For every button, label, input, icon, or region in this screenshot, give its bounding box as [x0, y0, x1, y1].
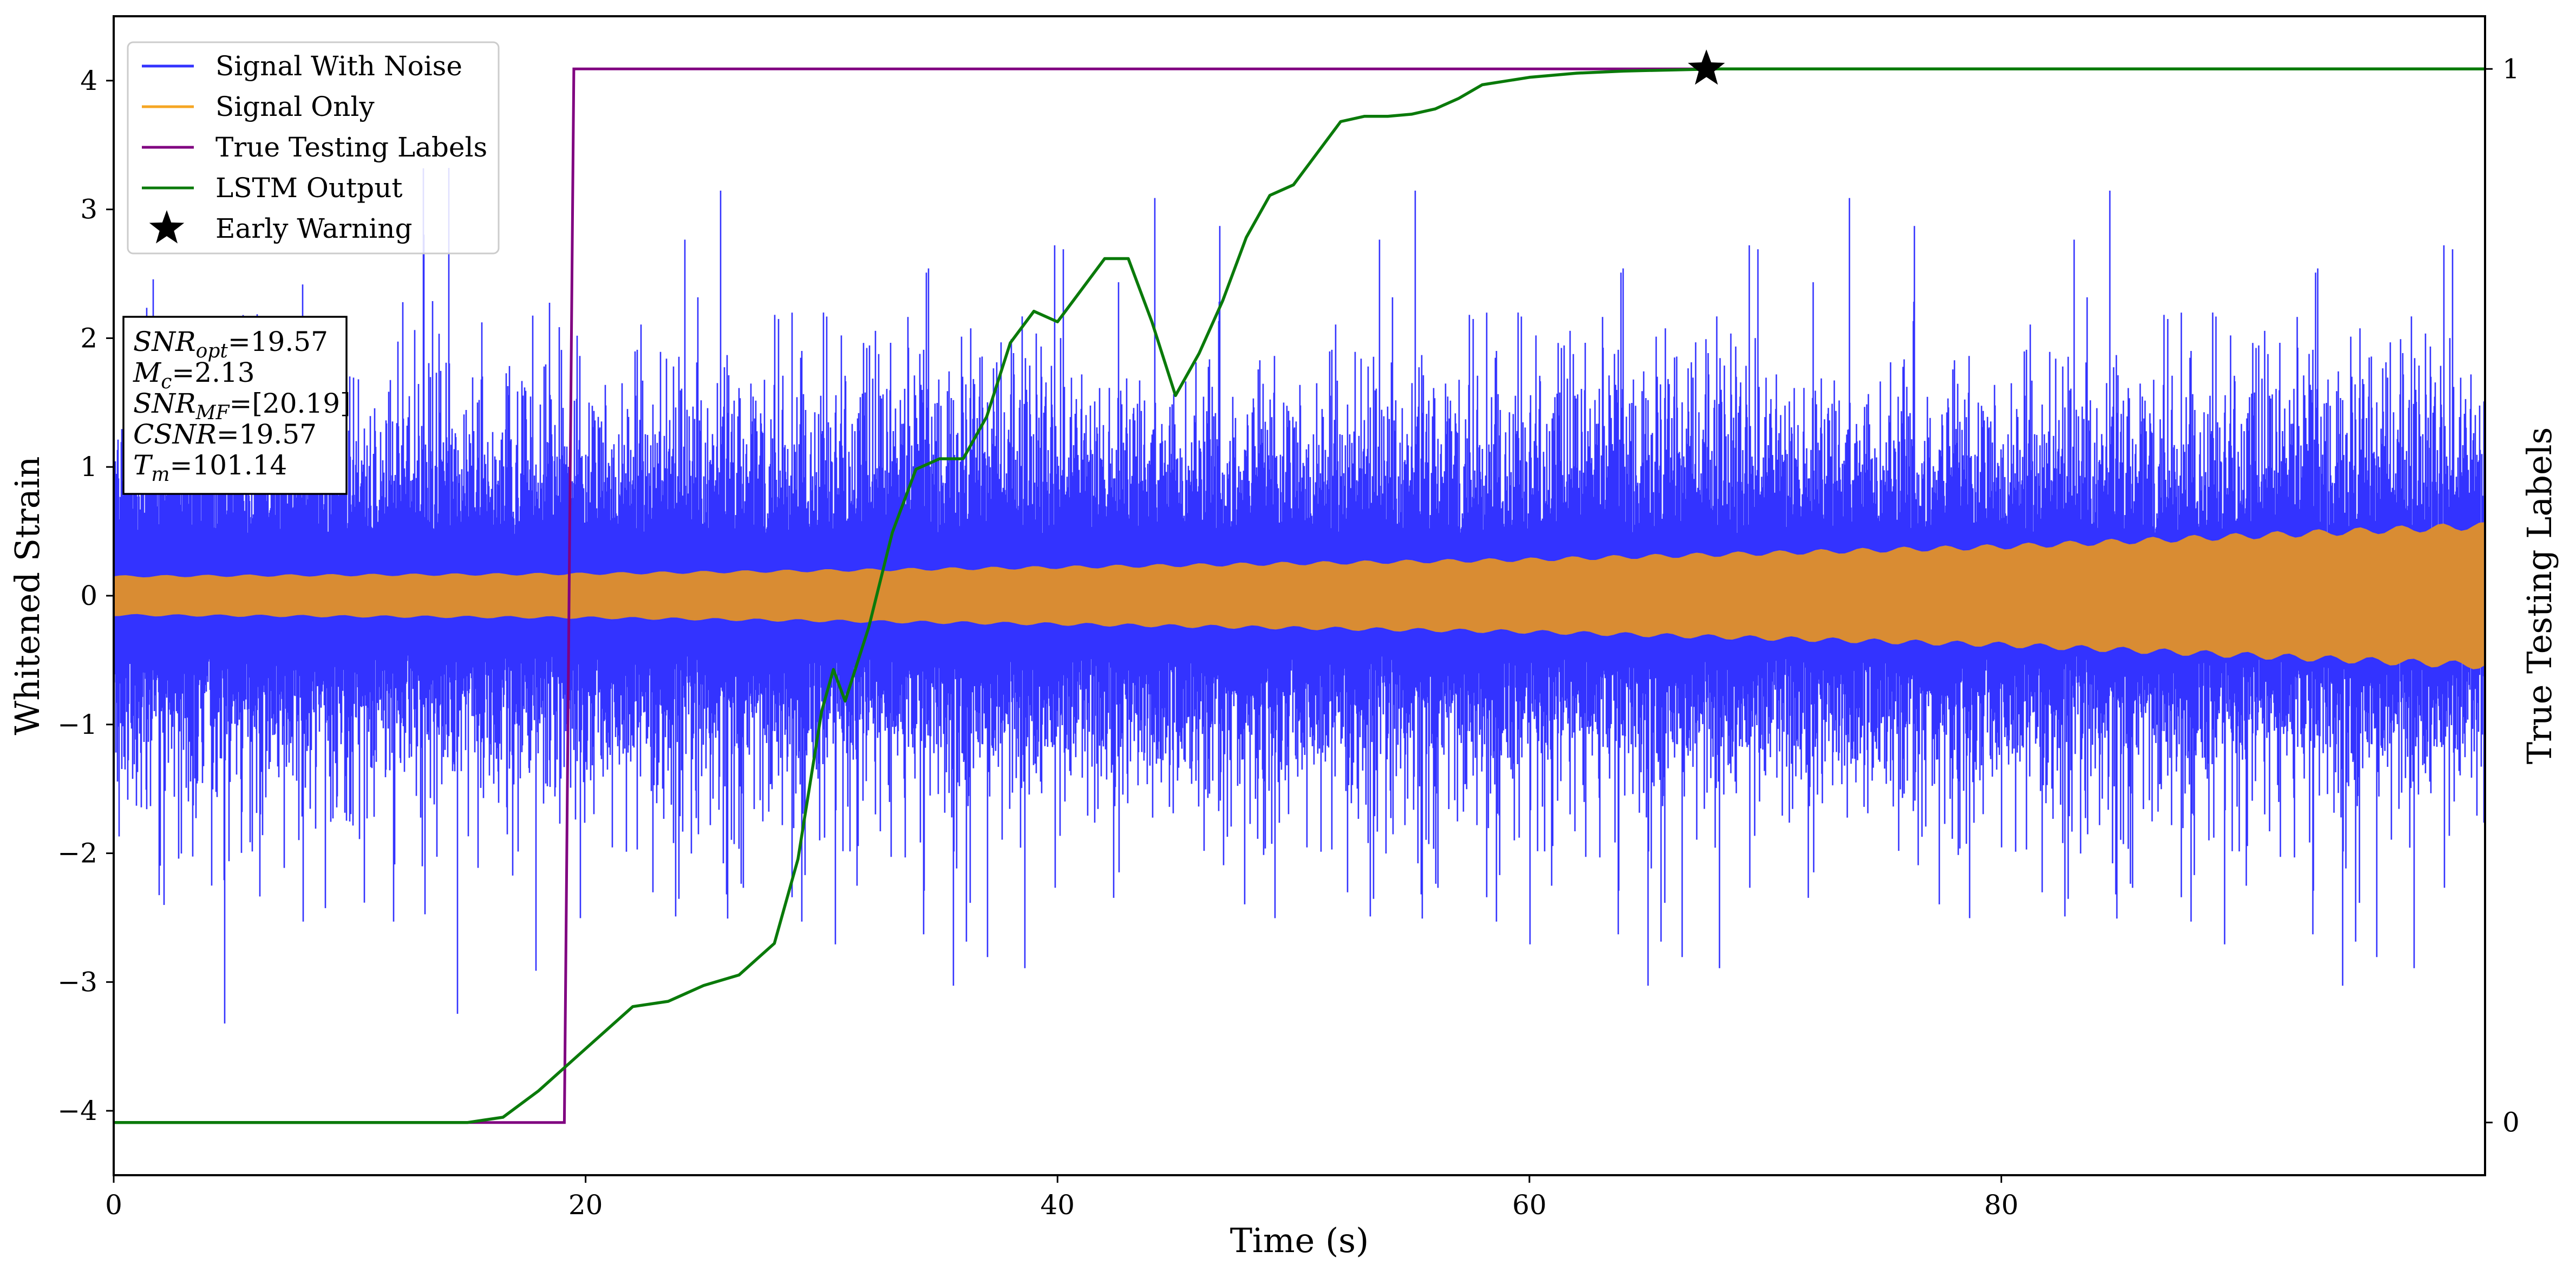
- y2-axis-title: True Testing Labels: [2520, 427, 2559, 765]
- early-warning-star: [1688, 49, 1725, 85]
- annotation-line: Tm=101.14: [133, 449, 287, 486]
- x-axis-title: Time (s): [1230, 1221, 1369, 1260]
- annotation-line: SNRopt=19.57: [133, 326, 328, 362]
- legend-label: Signal Only: [215, 91, 375, 122]
- annotation-line: SNRMF=[20.19]: [133, 388, 351, 424]
- annotation-line: CSNR=19.57: [133, 419, 317, 450]
- series-early-warning: [1688, 49, 1725, 85]
- y-tick-label: −4: [57, 1095, 97, 1126]
- x-tick-label: 60: [1512, 1189, 1547, 1221]
- lstm-line: [114, 67, 2485, 1124]
- y-tick-label: 4: [80, 65, 97, 96]
- y2-tick-label: 1: [2502, 53, 2520, 84]
- legend-label: Signal With Noise: [215, 50, 462, 82]
- series-lstm-output: [114, 67, 2485, 1124]
- x-tick-label: 20: [568, 1189, 603, 1221]
- series-signal-only: [114, 522, 2485, 669]
- y-tick-label: −3: [57, 966, 97, 998]
- y-tick-label: 2: [80, 322, 97, 354]
- signal-envelope: [114, 522, 2485, 669]
- x-tick-label: 0: [105, 1189, 122, 1221]
- y-tick-label: −2: [57, 838, 97, 869]
- y2-axis-ticks: 01: [2485, 53, 2520, 1138]
- y-tick-label: −1: [57, 709, 97, 740]
- x-axis-ticks: 0 20 40 60 80: [105, 1175, 2018, 1221]
- legend-label: Early Warning: [215, 213, 413, 244]
- annotation-line: Mc=2.13: [133, 357, 255, 393]
- y-tick-label: 1: [80, 451, 97, 483]
- legend: Signal With Noise Signal Only True Testing…: [127, 41, 500, 255]
- legend-label: LSTM Output: [215, 172, 402, 204]
- legend-star-icon: [149, 210, 185, 244]
- x-tick-label: 80: [1984, 1189, 2019, 1221]
- legend-box: [127, 41, 500, 255]
- annotation-box: SNRopt=19.57Mc=2.13SNRMF=[20.19]CSNR=19.…: [122, 316, 351, 495]
- y-axis-title: Whitened Strain: [8, 457, 47, 735]
- annotation-frame: [122, 316, 348, 495]
- x-tick-label: 40: [1040, 1189, 1075, 1221]
- y2-tick-label: 0: [2502, 1107, 2520, 1138]
- y-tick-label: 3: [80, 194, 97, 225]
- y-tick-label: 0: [80, 580, 97, 611]
- legend-label: True Testing Labels: [215, 132, 487, 163]
- y-axis-ticks: −4 −3 −2 −1 0 1 2 3 4: [57, 65, 114, 1126]
